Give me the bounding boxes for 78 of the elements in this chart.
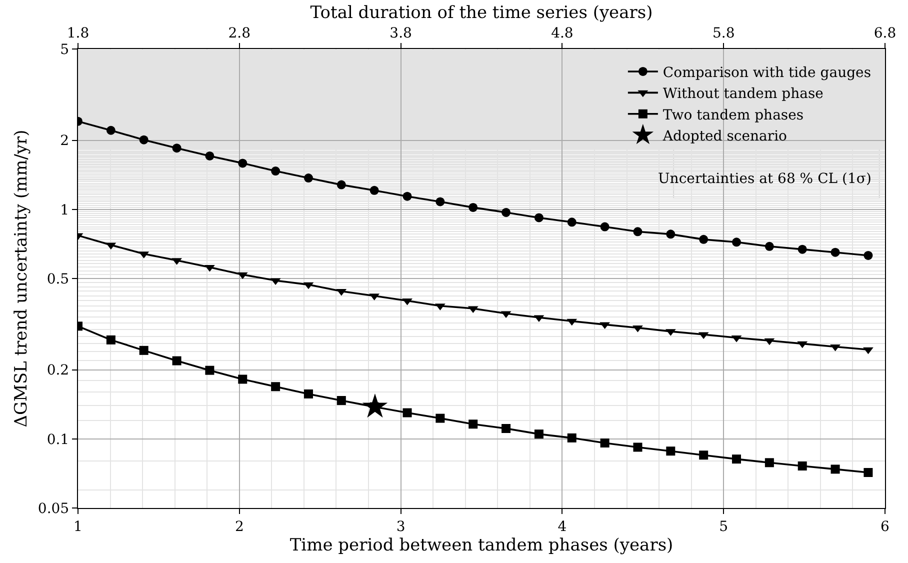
- point: [402, 192, 412, 201]
- point: [468, 202, 478, 212]
- x2-tick-label: 2.8: [228, 25, 251, 42]
- point: [238, 374, 248, 384]
- x-tick-label: 2: [234, 518, 244, 535]
- point: [502, 208, 511, 217]
- point: [436, 197, 445, 206]
- point: [732, 238, 742, 247]
- point: [139, 346, 148, 355]
- point: [798, 244, 807, 254]
- point: [830, 464, 840, 474]
- point: [204, 264, 215, 272]
- y-tick-label: 0.1: [46, 432, 70, 448]
- point: [402, 298, 412, 306]
- x-axis-title: Time period between tandem phases (years): [290, 535, 674, 556]
- legend-label: Without tandem phase: [662, 86, 824, 102]
- point: [205, 366, 214, 375]
- point: [732, 454, 742, 464]
- point: [830, 248, 840, 257]
- legend-label: Comparison with tide gauges: [662, 64, 872, 81]
- y-tick-label: 5: [60, 42, 70, 58]
- point: [238, 158, 248, 168]
- point: [502, 424, 511, 434]
- x2-axis-title: Total duration of the time series (years): [310, 2, 653, 23]
- annotation: Uncertainties at 68 % CL (1σ): [658, 171, 872, 187]
- y-tick-label: 1: [60, 202, 70, 218]
- point: [633, 442, 642, 452]
- point: [764, 458, 774, 468]
- point: [336, 396, 346, 406]
- y-tick-label: 0.5: [46, 271, 70, 288]
- point: [534, 213, 544, 222]
- point: [863, 347, 874, 354]
- x2-tick-label: 4.8: [551, 25, 574, 42]
- point: [798, 462, 807, 470]
- x2-tick-label: 5.8: [712, 25, 735, 42]
- point: [362, 394, 388, 418]
- point: [304, 389, 313, 398]
- point: [139, 135, 148, 144]
- point: [666, 230, 676, 239]
- point: [370, 186, 379, 195]
- point: [106, 335, 116, 344]
- x2-tick-label: 3.8: [390, 25, 412, 42]
- x-tick-label: 5: [719, 518, 728, 535]
- y-axis-title: ΔGMSL trend uncertainty (mm/yr): [11, 130, 32, 428]
- point: [271, 166, 280, 176]
- point: [864, 468, 873, 477]
- point: [468, 420, 478, 429]
- x-tick-label: 6: [880, 518, 890, 535]
- point: [764, 242, 774, 251]
- point: [534, 430, 544, 439]
- legend-label: Two tandem phases: [662, 107, 804, 124]
- legend-label: Adopted scenario: [662, 128, 787, 145]
- point: [172, 144, 182, 153]
- point: [205, 151, 214, 160]
- point: [172, 356, 182, 366]
- point: [336, 180, 346, 190]
- x-tick-label: 1: [74, 518, 82, 535]
- point: [666, 446, 676, 456]
- point: [402, 408, 412, 418]
- x-tick-label: 4: [558, 518, 567, 535]
- y-tick-label: 0.05: [38, 500, 70, 517]
- point: [699, 450, 708, 460]
- point: [304, 174, 313, 183]
- point: [106, 126, 116, 135]
- point: [436, 414, 445, 423]
- point: [864, 250, 873, 260]
- point: [567, 218, 576, 227]
- y-tick-label: 2: [60, 133, 70, 150]
- x2-tick-label: 6.8: [874, 25, 896, 42]
- point: [567, 433, 576, 442]
- x2-tick-label: 1.8: [66, 25, 90, 42]
- y-tick-label: 0.2: [46, 362, 70, 379]
- point: [271, 382, 280, 392]
- x-tick-label: 3: [396, 518, 406, 535]
- point: [633, 227, 642, 236]
- point: [699, 234, 708, 244]
- point: [600, 222, 610, 232]
- point: [600, 438, 610, 448]
